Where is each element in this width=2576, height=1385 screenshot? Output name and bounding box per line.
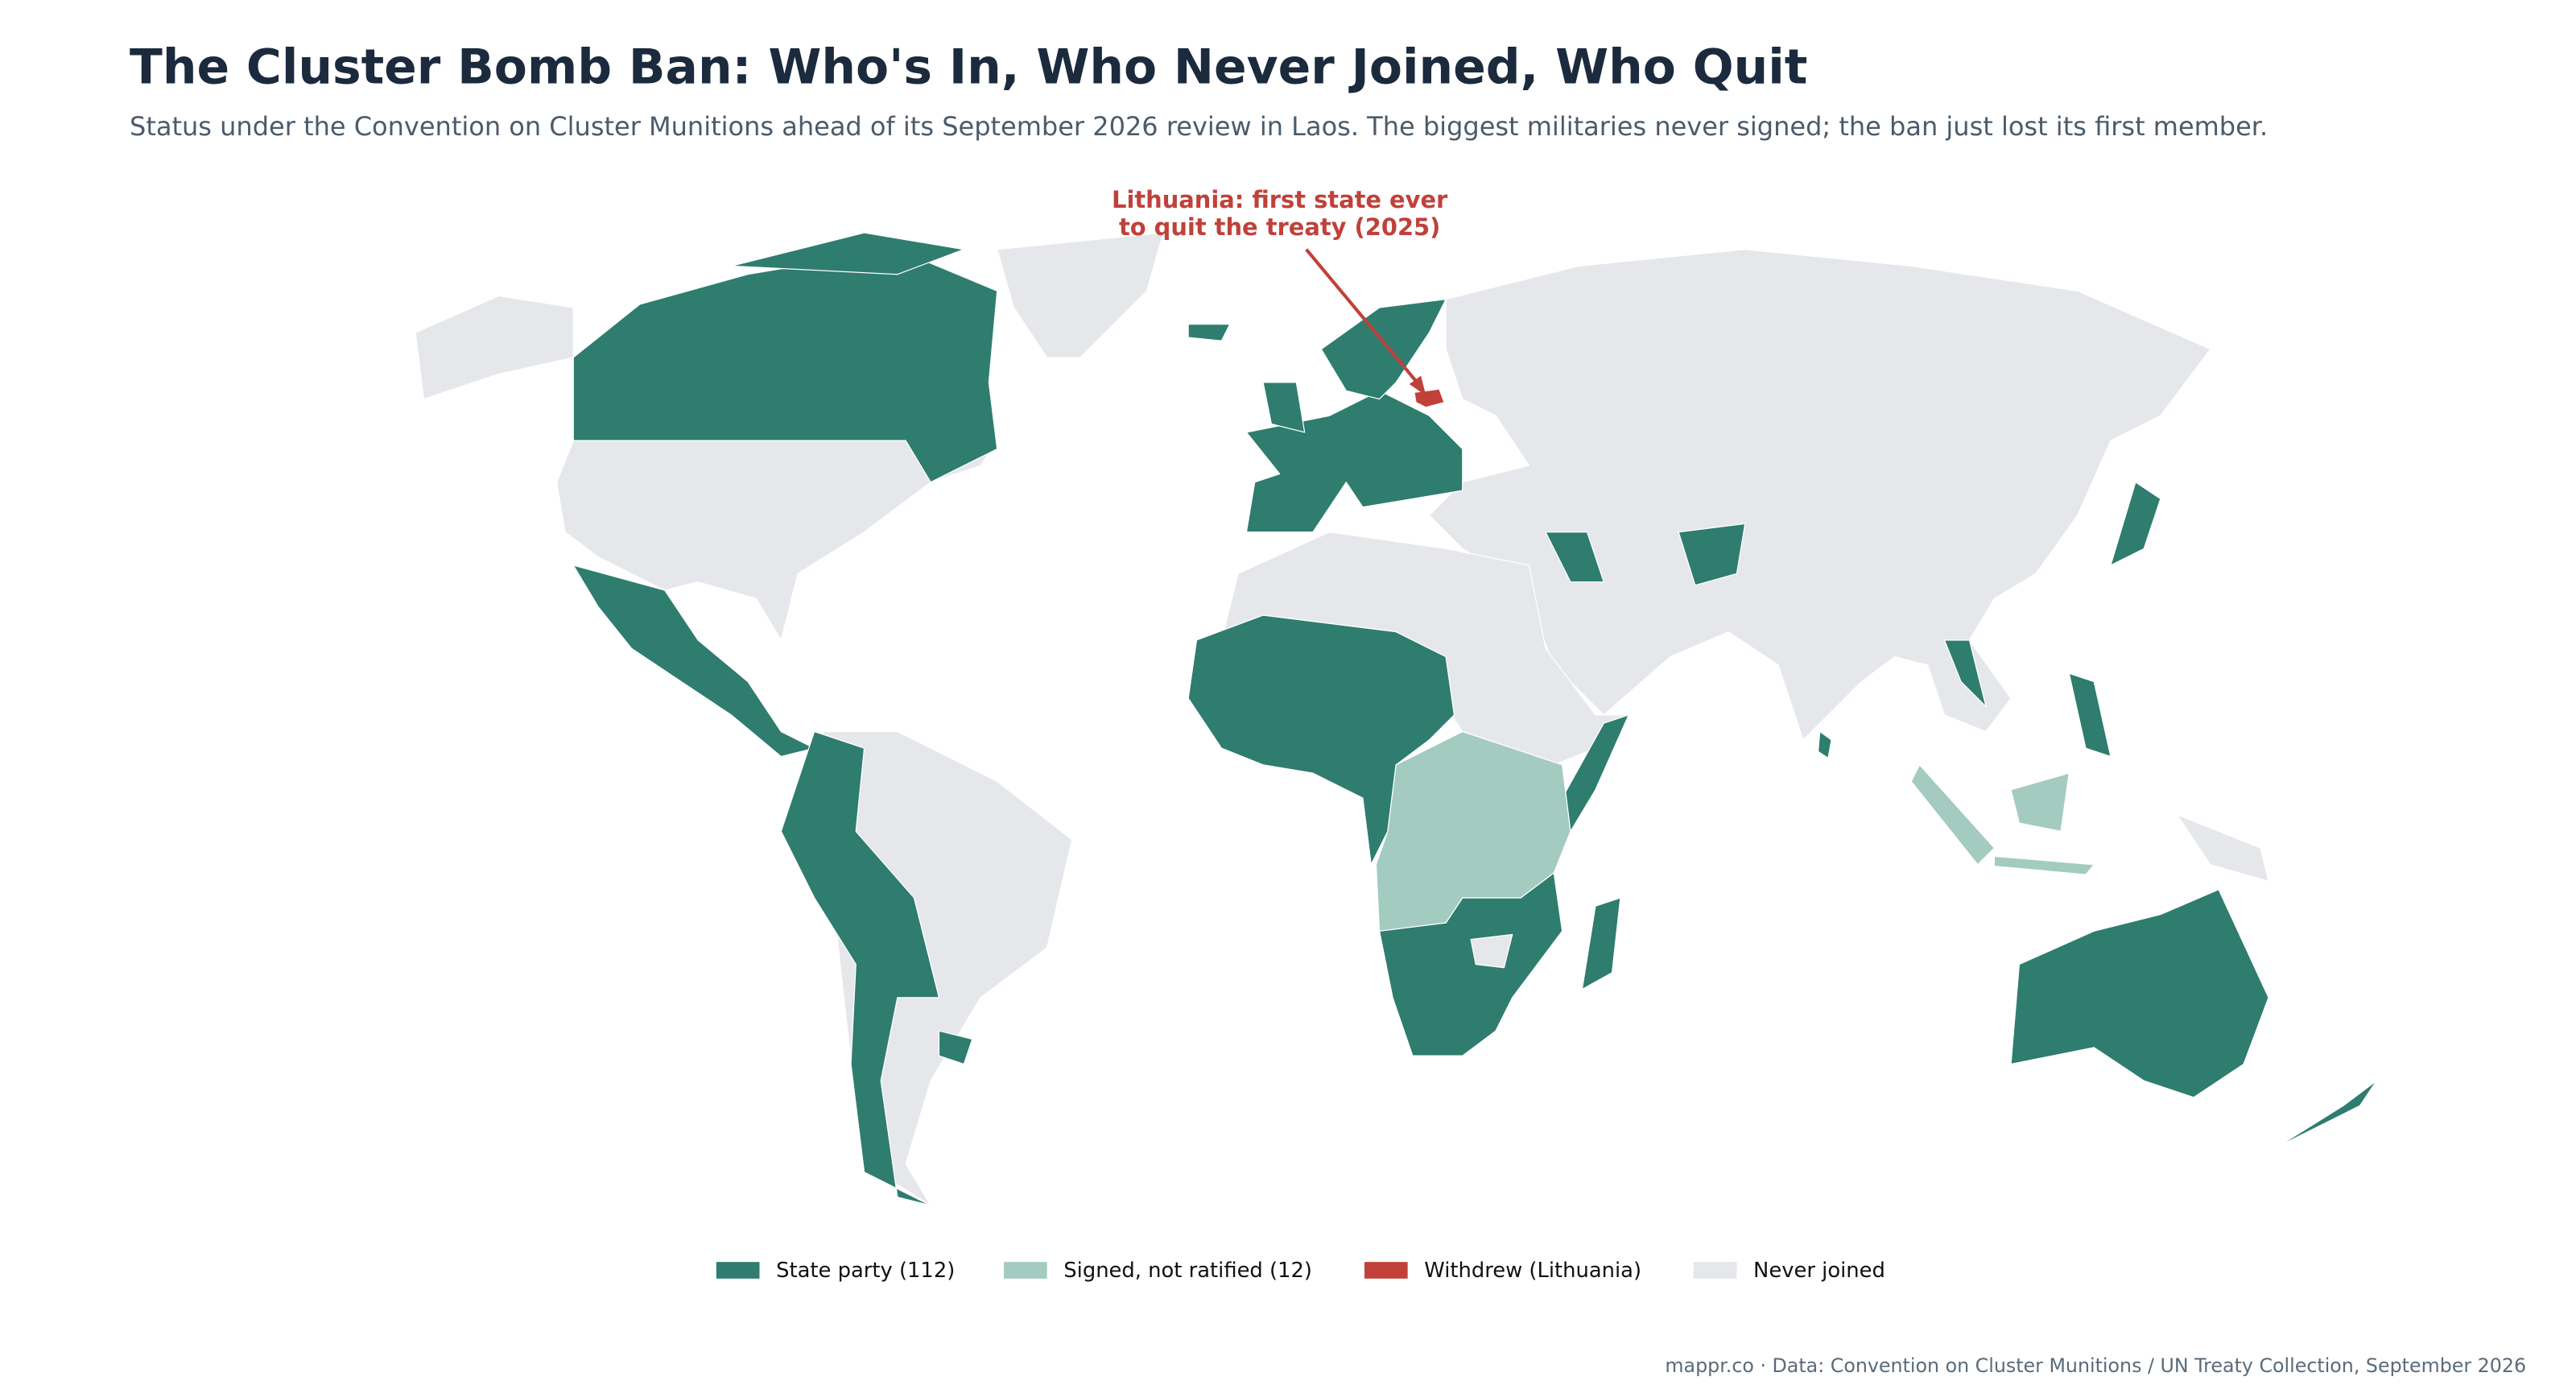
alaska: [415, 295, 574, 400]
lithuania: [1414, 388, 1445, 408]
legend-swatch: [1364, 1262, 1408, 1279]
greenland: [997, 232, 1164, 358]
laos: [1943, 639, 1987, 708]
philippines: [2068, 672, 2112, 758]
eurasia: [1428, 249, 2211, 741]
annotation-text: to quit the treaty (2025): [1119, 213, 1440, 241]
arctic-islands: [730, 232, 965, 275]
madagascar: [1581, 897, 1621, 990]
source: mappr.co · Data: Convention on Cluster M…: [1665, 1354, 2526, 1377]
australia: [2010, 889, 2269, 1098]
legend-swatch: [1003, 1262, 1047, 1279]
title: The Cluster Bomb Ban: Who's In, Who Neve…: [130, 39, 1807, 95]
new-zealand: [2276, 1080, 2377, 1148]
canada: [572, 249, 998, 483]
united-states: [555, 440, 998, 641]
papua: [2176, 814, 2269, 882]
south-america: [822, 730, 1073, 1206]
annotation-arrowhead: [1409, 375, 1426, 396]
legend-swatch: [1693, 1262, 1737, 1279]
central-america: [572, 564, 815, 758]
borneo: [2010, 772, 2070, 833]
legend-label: Never joined: [1753, 1259, 1885, 1283]
subtitle: Status under the Convention on Cluster M…: [130, 111, 2268, 142]
iceland: [1187, 324, 1231, 341]
scandinavia: [1320, 299, 1447, 400]
zimbabwe: [1470, 933, 1513, 969]
western-south-america: [780, 730, 940, 1206]
legend: State party (112) Signed, not ratified (1…: [716, 1259, 1885, 1283]
central-east-africa: [1375, 730, 1571, 932]
afghanistan: [1678, 523, 1746, 586]
japan: [2110, 482, 2161, 566]
annotation-text: Lithuania: first state ever: [1112, 186, 1448, 213]
legend-swatch: [716, 1262, 760, 1279]
world-map: [415, 232, 2377, 1206]
legend-label: Withdrew (Lithuania): [1424, 1259, 1641, 1283]
legend-label: Signed, not ratified (12): [1063, 1259, 1312, 1283]
java: [1993, 855, 2095, 875]
annotation-arrow: [1305, 248, 1424, 391]
sri-lanka: [1817, 730, 1832, 759]
legend-label: State party (112): [776, 1259, 955, 1283]
iraq: [1545, 531, 1604, 583]
british-isles: [1262, 382, 1306, 433]
sumatra: [1910, 764, 1996, 866]
uruguay: [938, 1030, 973, 1065]
